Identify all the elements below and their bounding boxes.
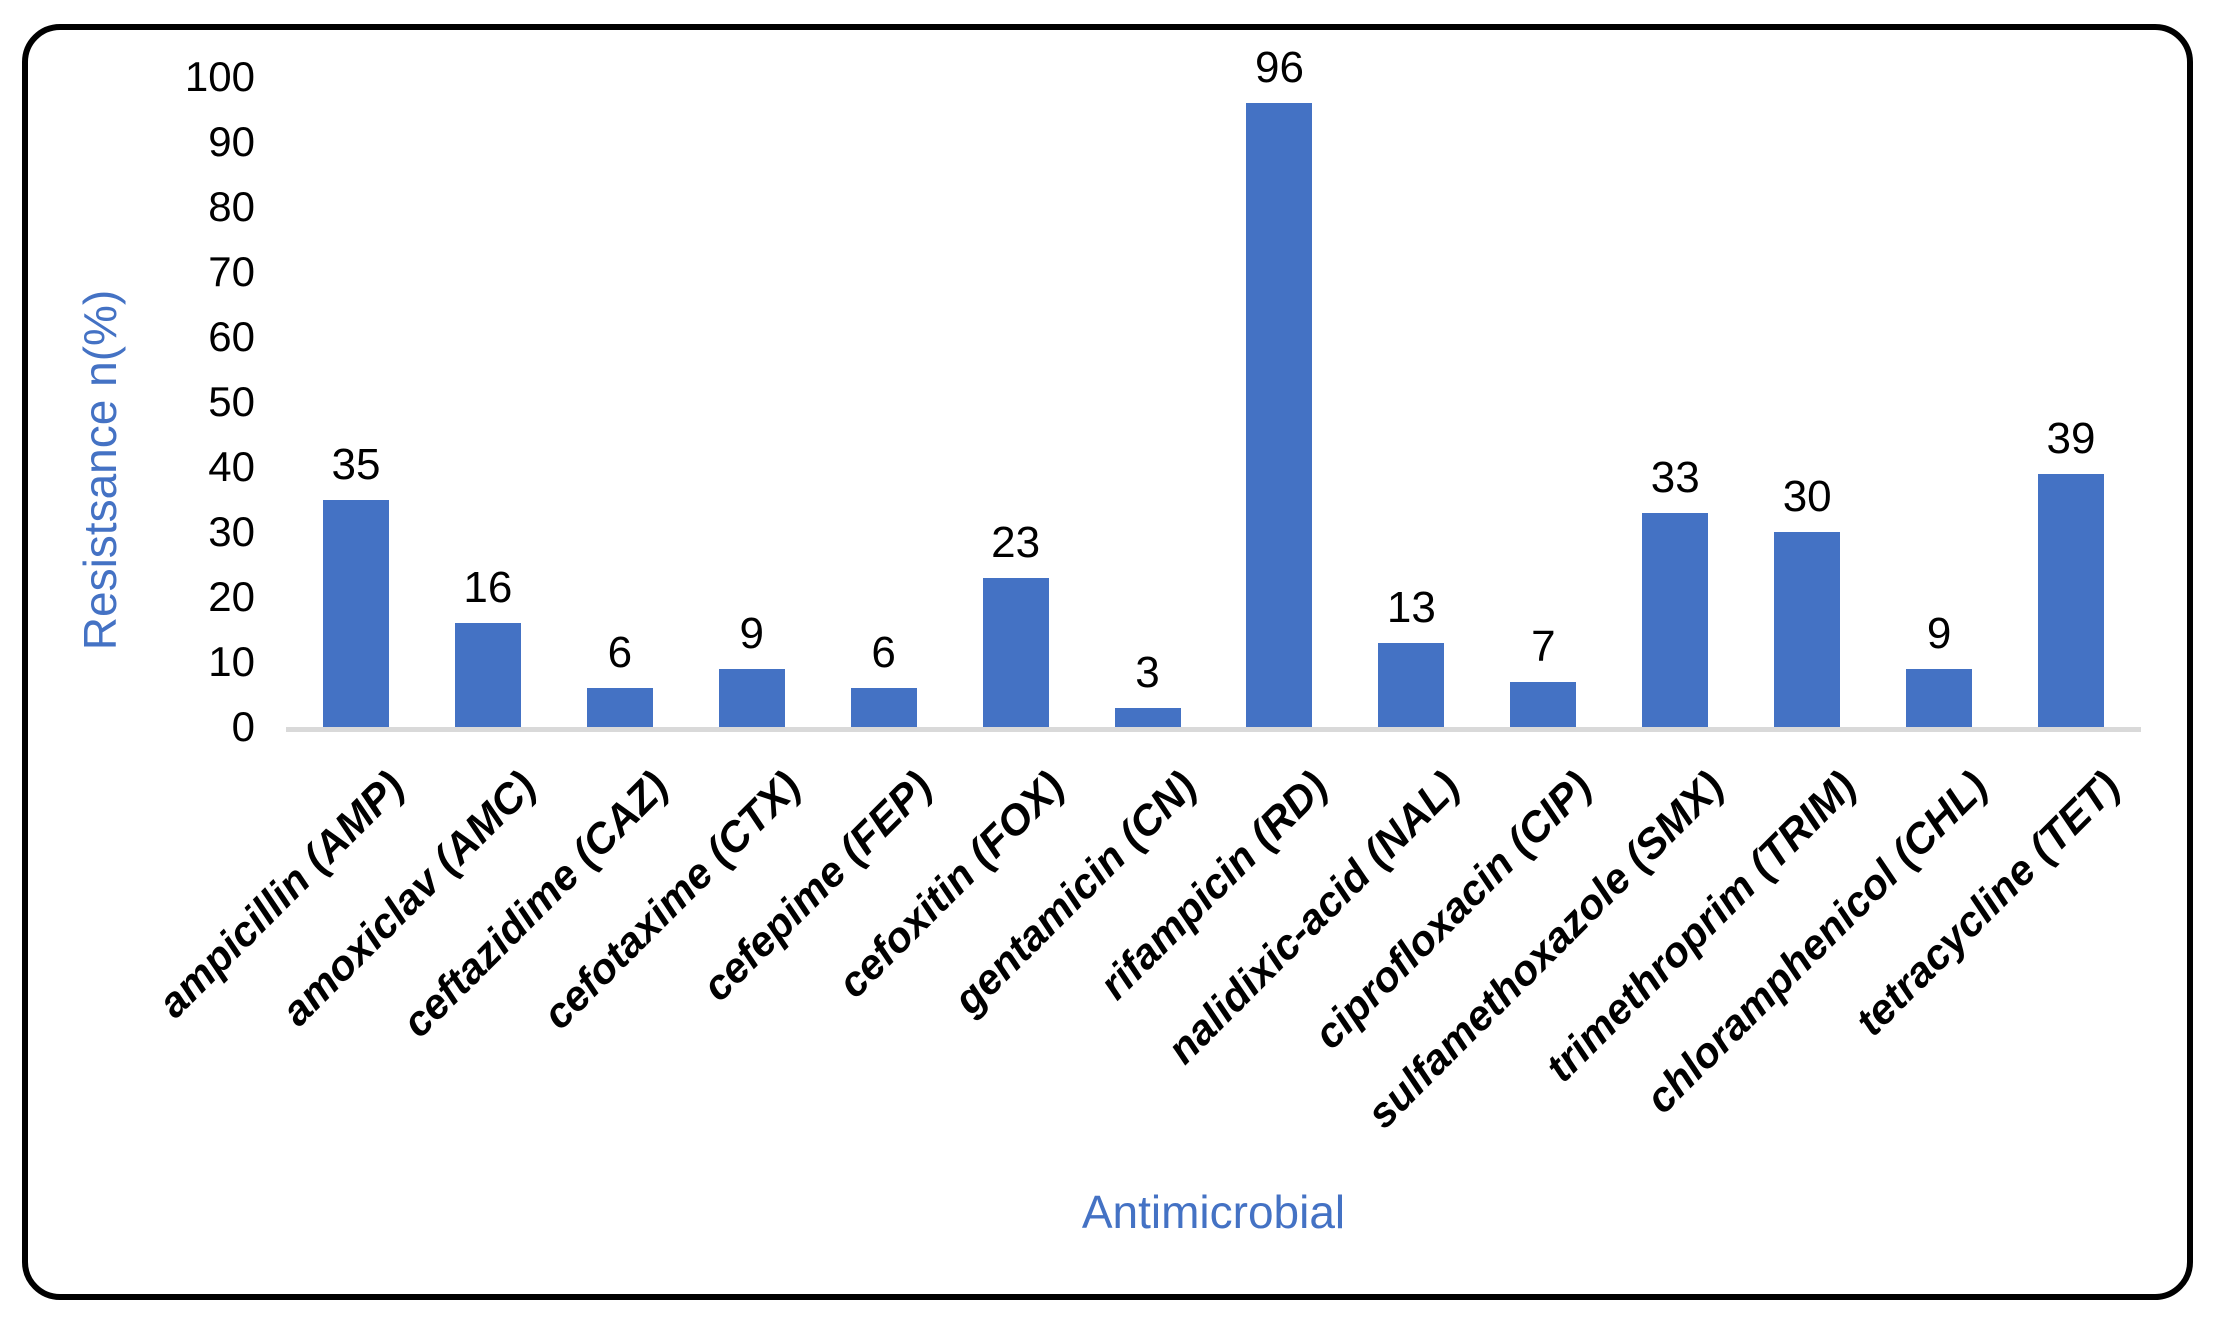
y-tick-label: 10 bbox=[208, 638, 255, 685]
bar bbox=[1906, 668, 1973, 727]
bar bbox=[1114, 707, 1181, 727]
bar-value-label: 9 bbox=[739, 608, 764, 658]
bar bbox=[322, 499, 389, 727]
y-tick-label: 90 bbox=[208, 118, 255, 165]
bar-value-label: 6 bbox=[871, 628, 896, 677]
bar bbox=[1378, 642, 1445, 727]
bar bbox=[1642, 512, 1709, 727]
x-axis-title: Antimicrobial bbox=[1081, 1186, 1346, 1238]
y-tick-label: 100 bbox=[184, 53, 255, 100]
bar bbox=[718, 668, 785, 727]
y-tick-label: 50 bbox=[208, 378, 255, 425]
bar bbox=[850, 688, 917, 727]
y-tick-label: 40 bbox=[208, 443, 255, 490]
bar-value-label: 30 bbox=[1782, 472, 1832, 521]
bar bbox=[2038, 473, 2105, 727]
y-tick-label: 70 bbox=[208, 248, 255, 295]
bar-value-label: 16 bbox=[463, 563, 513, 612]
bar-value-label: 3 bbox=[1135, 647, 1160, 697]
bar bbox=[454, 623, 521, 727]
y-tick-label: 0 bbox=[231, 703, 255, 750]
bar-value-label: 33 bbox=[1650, 452, 1700, 502]
y-tick-label: 30 bbox=[208, 508, 255, 555]
bar-value-label: 35 bbox=[331, 439, 381, 489]
bar bbox=[1246, 103, 1313, 727]
bar bbox=[982, 577, 1049, 727]
y-tick-label: 60 bbox=[208, 313, 255, 360]
bar-value-label: 39 bbox=[2046, 413, 2096, 463]
bar-value-label: 96 bbox=[1254, 43, 1304, 92]
bar bbox=[1774, 532, 1841, 727]
bar-value-label: 9 bbox=[1926, 608, 1952, 658]
bar bbox=[586, 688, 653, 727]
y-tick-label: 80 bbox=[208, 183, 255, 230]
bar-value-label: 13 bbox=[1386, 582, 1436, 632]
y-tick-label: 20 bbox=[208, 573, 255, 620]
bar-value-label: 6 bbox=[607, 628, 633, 677]
bar-value-label: 7 bbox=[1531, 621, 1556, 671]
bar bbox=[1510, 681, 1577, 727]
plot-area: 35 16 6 9 6 23 3 96 13 7 33 30 9 39 bbox=[286, 45, 2141, 732]
x-axis-baseline bbox=[286, 727, 2141, 732]
bar-value-label: 23 bbox=[991, 517, 1041, 567]
